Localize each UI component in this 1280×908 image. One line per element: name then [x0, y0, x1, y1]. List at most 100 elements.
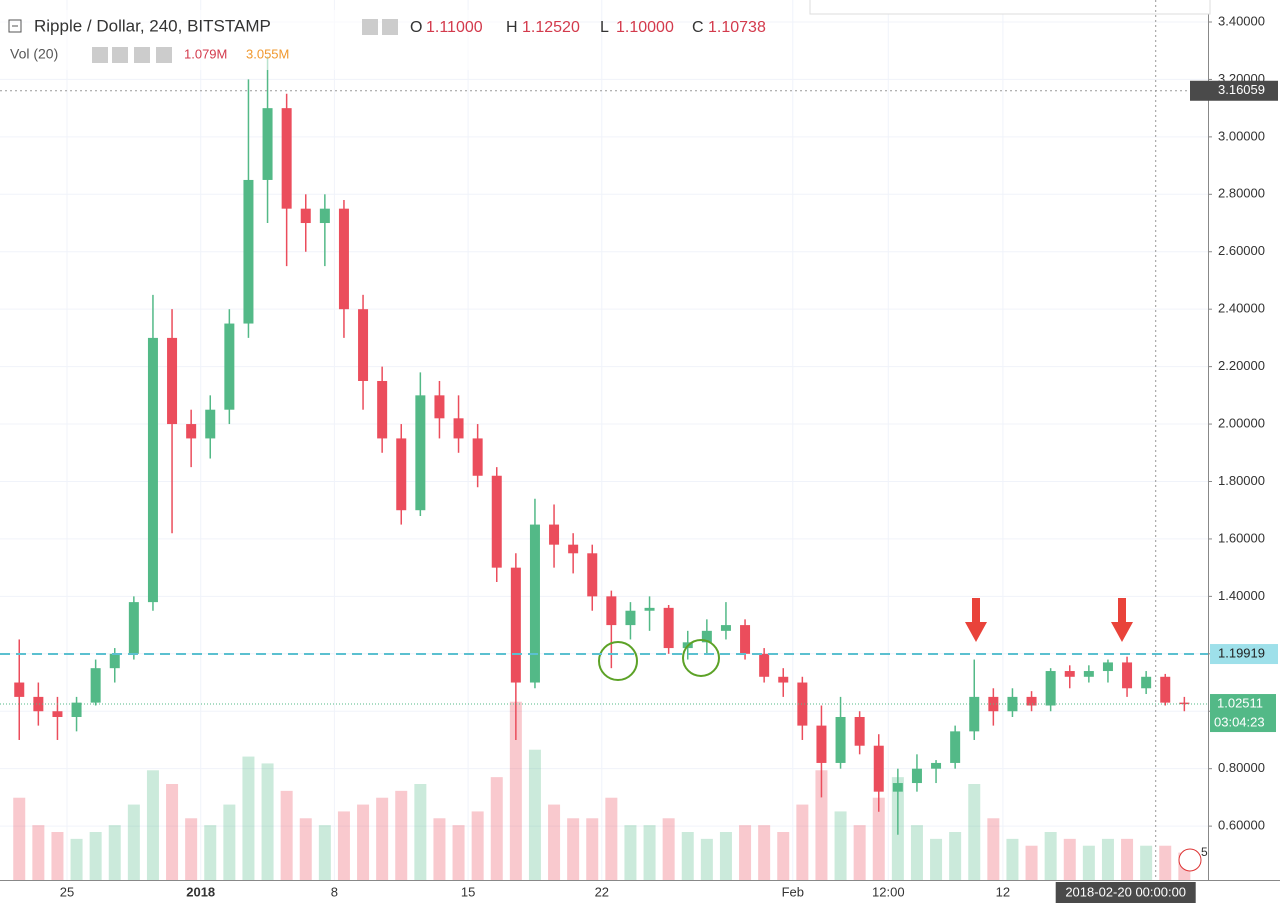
y-tick-label: 2.80000 — [1218, 186, 1265, 201]
volume-bar — [910, 825, 923, 880]
y-tick-label: 0.60000 — [1218, 818, 1265, 833]
y-tick-label: 2.00000 — [1218, 415, 1265, 430]
candle-body — [1122, 662, 1133, 689]
settings-button[interactable] — [382, 19, 398, 35]
candle-body — [1045, 671, 1056, 706]
ohlc-key: H — [506, 19, 518, 36]
candle-body — [396, 438, 407, 511]
volume-bar — [337, 811, 350, 880]
crosshair-price-bg — [1190, 80, 1278, 101]
candle-body — [1064, 671, 1075, 677]
candle-body — [147, 337, 158, 603]
volume-close-button[interactable] — [156, 47, 172, 63]
volume-bar — [204, 825, 217, 880]
crosshair-price-label: 3.16059 — [1218, 82, 1265, 97]
volume-bar — [414, 784, 427, 880]
candle-body — [434, 395, 445, 419]
volume-bar — [357, 804, 370, 880]
volume-bar — [930, 838, 943, 880]
volume-bar — [548, 804, 561, 880]
circle-annotation — [598, 641, 638, 681]
x-tick-label: 25 — [60, 884, 74, 899]
candle-body — [854, 716, 865, 746]
volume-bar — [185, 818, 198, 880]
y-tick-label: 2.20000 — [1218, 358, 1265, 373]
volume-bar — [815, 770, 828, 880]
candle-body — [950, 731, 961, 763]
candle-body — [1179, 702, 1190, 705]
volume-bar — [1159, 845, 1172, 880]
candle-body — [740, 625, 751, 654]
volume-bar — [586, 818, 599, 880]
volume-bar — [261, 763, 274, 880]
x-tick-label: 12 — [996, 884, 1010, 899]
volume-bar — [777, 832, 790, 880]
arrow-annotation — [1111, 598, 1133, 642]
volume-bar — [700, 838, 713, 880]
x-tick-label: 15 — [461, 884, 475, 899]
collapse-button[interactable] — [8, 19, 22, 33]
volume-ma-value: 3.055M — [246, 46, 289, 61]
candle-body — [931, 762, 942, 769]
eye-button[interactable] — [362, 19, 378, 35]
candle-body — [338, 208, 349, 310]
volume-bar — [318, 825, 331, 880]
crosshair-date-bg — [1055, 882, 1196, 903]
level-label-bg — [1210, 644, 1278, 665]
candle-body — [281, 108, 292, 209]
y-tick-label: 3.00000 — [1218, 128, 1265, 143]
candle-body — [625, 610, 636, 626]
candle-body — [969, 696, 980, 732]
last-price-bg — [1210, 694, 1276, 733]
candle-body — [873, 745, 884, 792]
candle-body — [778, 676, 789, 683]
volume-bar — [1140, 845, 1153, 880]
candle-body — [1102, 662, 1113, 672]
y-tick-label: 2.40000 — [1218, 301, 1265, 316]
volume-bar — [739, 825, 752, 880]
y-tick-label: 1.60000 — [1218, 530, 1265, 545]
volume-bar — [1121, 838, 1134, 880]
candle-body — [644, 607, 655, 611]
volume-bar — [605, 797, 618, 880]
ohlc-key: L — [600, 19, 609, 36]
volume-bar — [299, 818, 312, 880]
ohlc-value: 1.11000 — [426, 19, 483, 36]
volume-bar — [567, 818, 580, 880]
volume-pane — [13, 701, 1191, 880]
arrow-annotation — [965, 598, 987, 642]
candle-body — [358, 309, 369, 381]
volume-eye-button[interactable] — [92, 47, 108, 63]
candles — [14, 56, 1190, 835]
candle-body — [510, 567, 521, 683]
volume-add-button[interactable] — [134, 47, 150, 63]
ohlc-readout: O 1.11000 H 1.12520 L 1.10000 C 1.10738 — [410, 19, 766, 36]
volume-bar — [624, 825, 637, 880]
alert-icon[interactable] — [1178, 848, 1202, 872]
ohlc-value: 1.10738 — [708, 19, 766, 36]
ohlc-value: 1.10000 — [616, 19, 674, 36]
volume-bar — [70, 838, 83, 880]
candle-body — [262, 108, 273, 180]
y-tick-label: 2.60000 — [1218, 243, 1265, 258]
x-tick-label: 12:00 — [872, 884, 905, 899]
toolbar-fragment — [809, 0, 1211, 15]
volume-bar — [13, 797, 26, 880]
x-tick-label: 22 — [595, 884, 609, 899]
volume-bar — [51, 832, 64, 880]
candle-body — [1141, 676, 1152, 689]
candle-body — [587, 553, 598, 597]
volume-bar — [1025, 845, 1038, 880]
volume-bar — [146, 770, 159, 880]
y-tick-label: 1.40000 — [1218, 588, 1265, 603]
volume-settings-button[interactable] — [112, 47, 128, 63]
volume-bar — [108, 825, 121, 880]
candle-body — [167, 337, 178, 425]
symbol-title: Ripple / Dollar, 240, BITSTAMP — [34, 16, 271, 35]
ohlc-value: 1.12520 — [522, 19, 580, 36]
candle-body — [300, 208, 311, 224]
volume-bar — [166, 784, 179, 880]
candle-body — [1160, 676, 1171, 703]
